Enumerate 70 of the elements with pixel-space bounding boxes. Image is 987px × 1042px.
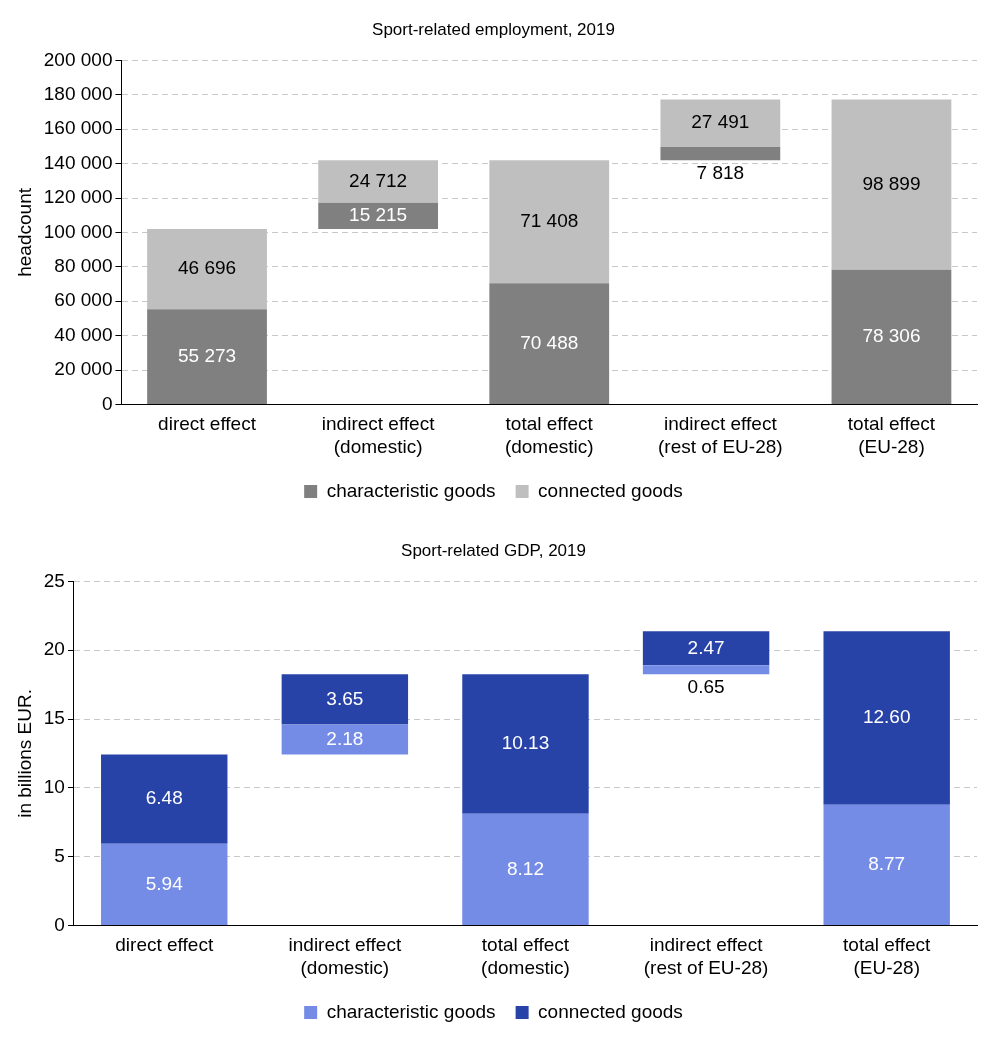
- data-label: 70 488: [520, 331, 579, 353]
- data-label: 6.48: [145, 787, 183, 809]
- data-label: 8.77: [868, 853, 906, 875]
- bar: [660, 146, 781, 161]
- data-label: 10.13: [501, 732, 550, 754]
- bar: [462, 813, 589, 925]
- legend-label: characteristic goods: [326, 479, 496, 501]
- data-label: 3.65: [326, 687, 364, 709]
- y-tick-label: 160 000: [43, 117, 113, 139]
- data-label: 98 899: [862, 172, 921, 194]
- x-tick-label: indirect effect (domestic): [321, 413, 436, 457]
- y-tick-label: 60 000: [54, 289, 113, 311]
- y-tick-label: 10: [43, 776, 65, 798]
- data-label: 24 712: [349, 169, 408, 191]
- bar: [101, 843, 228, 925]
- data-label: 46 696: [177, 257, 237, 279]
- y-tick-label: 140 000: [43, 151, 113, 173]
- x-tick-label: indirect effect (domestic): [288, 934, 402, 978]
- data-label: 2.18: [326, 727, 364, 749]
- x-tick-label: direct effect: [115, 934, 214, 956]
- legend-label: connected goods: [538, 1000, 683, 1022]
- chart-title: Sport-related GDP, 2019: [401, 540, 586, 560]
- bar: [462, 674, 589, 814]
- bar: [831, 269, 952, 404]
- data-label: 27 491: [691, 111, 750, 133]
- legend-label: characteristic goods: [326, 1000, 496, 1022]
- bar: [101, 754, 228, 844]
- data-label: 15 215: [349, 204, 408, 226]
- y-tick-label: 20 000: [54, 358, 113, 380]
- bar: [823, 631, 950, 805]
- y-tick-label: 180 000: [43, 83, 113, 105]
- data-label: 71 408: [520, 209, 579, 231]
- x-tick-label: indirect effect (rest of EU-28): [658, 413, 783, 457]
- legend-label: connected goods: [538, 479, 683, 501]
- x-tick-label: total effect (domestic): [504, 413, 594, 457]
- data-label: 5.94: [145, 872, 184, 894]
- y-tick-label: 5: [54, 844, 65, 866]
- chart-title: Sport-related employment, 2019: [372, 19, 615, 39]
- y-axis-title: in billions EUR.: [13, 688, 35, 818]
- y-tick-label: 15: [43, 707, 65, 729]
- x-tick-label: indirect effect (rest of EU-28): [643, 934, 769, 978]
- bar: [281, 674, 409, 725]
- y-tick-label: 20: [43, 638, 65, 660]
- y-tick-label: 25: [43, 569, 65, 591]
- data-label: 55 273: [177, 344, 237, 366]
- data-label: 8.12: [506, 857, 544, 879]
- y-tick-label: 80 000: [54, 255, 113, 277]
- y-tick-label: 100 000: [43, 220, 113, 242]
- y-tick-label: 0: [54, 913, 65, 935]
- data-label: 7 818: [696, 161, 745, 183]
- bar: [823, 804, 950, 925]
- bar: [489, 283, 610, 404]
- bar: [642, 631, 770, 666]
- bar: [281, 724, 409, 755]
- bar: [642, 665, 770, 675]
- bar: [660, 99, 781, 147]
- data-label: 12.60: [862, 706, 911, 728]
- y-tick-label: 120 000: [43, 186, 113, 208]
- x-tick-label: direct effect: [158, 413, 257, 435]
- bar: [147, 309, 267, 404]
- data-label: 2.47: [687, 636, 725, 658]
- data-label: 0.65: [687, 675, 725, 697]
- x-tick-label: total effect (domestic): [481, 934, 570, 978]
- y-tick-label: 200 000: [43, 48, 113, 70]
- x-tick-label: total effect (EU-28): [847, 413, 936, 457]
- y-axis-title: headcount: [13, 187, 35, 277]
- x-tick-label: total effect (EU-28): [843, 934, 932, 978]
- data-label: 78 306: [862, 325, 921, 347]
- y-tick-label: 0: [101, 392, 113, 414]
- y-tick-label: 40 000: [54, 323, 113, 345]
